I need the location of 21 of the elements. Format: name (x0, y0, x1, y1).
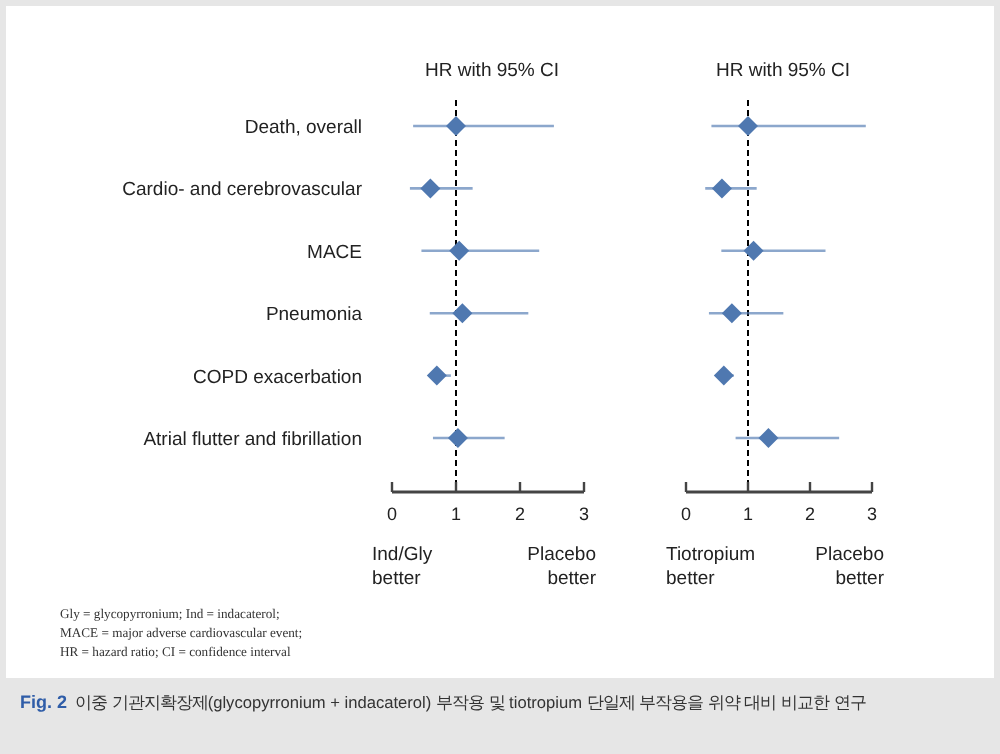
x-tick-label: 1 (742, 504, 754, 524)
caption: Fig. 2 이중 기관지확장제(glycopyrronium + indacaterol) 부작용 및 tiotropium 단일제 부작용을 위약 대비 비교한 연구 (20, 692, 866, 712)
x-tick-label: 3 (866, 504, 878, 524)
x-tick-label: 1 (450, 504, 462, 524)
text: Ind/Gly better (372, 544, 433, 590)
y-tick-label: COPD exacerbation (193, 366, 362, 389)
x-tick-label: 0 (386, 504, 398, 524)
y-tick-label: MACE (307, 241, 362, 264)
text: Placebo better (527, 544, 596, 590)
text: Tiotropium better (666, 544, 756, 590)
y-tick-label: Cardio- and cerebrovascular (122, 179, 362, 202)
chart-title: HR with 95% CI (424, 60, 560, 82)
chart-title: HR with 95% CI (715, 60, 851, 82)
x-tick-label: 3 (578, 504, 590, 524)
x-tick-label: 2 (804, 504, 816, 524)
x-tick-label: 0 (680, 504, 692, 524)
x-tick-label: 2 (514, 504, 526, 524)
y-tick-label: Death, overall (244, 117, 362, 139)
y-tick-label: Pneumonia (265, 304, 364, 327)
y-tick-label: Atrial flutter and fibrillation (143, 429, 362, 451)
text: Placebo better (815, 544, 884, 590)
